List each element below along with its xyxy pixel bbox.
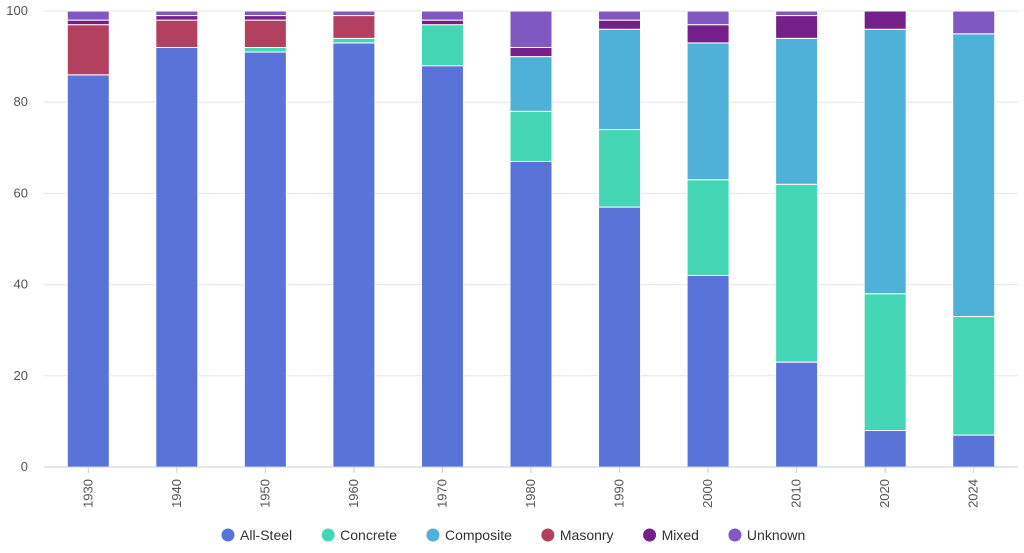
legend-item-masonry[interactable]: Masonry <box>541 527 614 543</box>
bar-segment-unknown <box>66 10 110 21</box>
legend-marker <box>321 528 335 542</box>
bar-segment-mixed <box>155 15 199 21</box>
legend-marker <box>643 528 657 542</box>
bar-segment-composite <box>509 56 553 112</box>
bar-segment-all-steel <box>509 160 553 468</box>
bar-segment-mixed <box>863 10 907 30</box>
bar-segment-masonry <box>243 19 287 48</box>
bar-segment-concrete <box>420 24 464 67</box>
y-tick-label: 20 <box>14 368 28 383</box>
bar-segment-all-steel <box>598 206 642 468</box>
x-tick-label: 1930 <box>80 479 95 508</box>
legend-label: Unknown <box>747 527 805 543</box>
legend-item-composite[interactable]: Composite <box>426 527 512 543</box>
legend-item-concrete[interactable]: Concrete <box>321 527 398 543</box>
bar-segment-masonry <box>332 15 376 39</box>
bar-segment-concrete <box>686 179 730 276</box>
legend-item-all-steel[interactable]: All-Steel <box>221 527 293 543</box>
bar-segment-concrete <box>243 46 287 53</box>
legend-marker <box>426 528 440 542</box>
bar-segment-unknown <box>686 10 730 26</box>
bar-segment-unknown <box>952 10 996 35</box>
bar-segment-mixed <box>686 24 730 44</box>
legend-label: Mixed <box>662 527 699 543</box>
x-tick-label: 2010 <box>789 479 804 508</box>
bar-segment-concrete <box>863 293 907 432</box>
bar-segment-composite <box>686 42 730 181</box>
y-axis: 0 20 40 60 80 100 <box>6 3 1018 474</box>
bar-segment-all-steel <box>686 274 730 468</box>
bar-segment-composite <box>775 37 819 185</box>
x-tick-label: 2020 <box>877 479 892 508</box>
legend-marker <box>221 528 235 542</box>
bar-segment-all-steel <box>775 361 819 468</box>
x-axis: 1930 1940 1950 1960 1970 1980 1990 2000 2010 2020… <box>80 467 981 508</box>
x-tick-label: 1940 <box>169 479 184 508</box>
legend-label: Concrete <box>340 527 397 543</box>
bar-segment-unknown <box>509 10 553 48</box>
legend-marker <box>728 528 742 542</box>
bar-segment-concrete <box>775 183 819 363</box>
y-tick-label: 60 <box>14 185 28 200</box>
bar-segment-unknown <box>332 10 376 17</box>
x-tick-label: 1990 <box>612 479 627 508</box>
y-tick-label: 80 <box>14 94 28 109</box>
x-tick-label: 1960 <box>346 479 361 508</box>
bar-segment-unknown <box>155 10 199 17</box>
bar-segment-all-steel <box>243 51 287 468</box>
bar-segment-all-steel <box>155 46 199 468</box>
y-tick-label: 100 <box>6 3 28 18</box>
bars <box>66 10 996 468</box>
bar-segment-unknown <box>243 10 287 17</box>
bar-segment-composite <box>863 28 907 295</box>
legend-marker <box>541 528 555 542</box>
y-tick-label: 0 <box>21 459 28 474</box>
bar-segment-mixed <box>243 15 287 21</box>
x-tick-label: 1970 <box>434 479 449 508</box>
bar-segment-mixed <box>775 15 819 39</box>
bar-segment-all-steel <box>66 74 110 468</box>
x-tick-label: 1980 <box>523 479 538 508</box>
legend-label: All-Steel <box>240 527 292 543</box>
x-tick-label: 1950 <box>257 479 272 508</box>
bar-segment-concrete <box>952 316 996 436</box>
bar-segment-unknown <box>420 10 464 21</box>
bar-segment-masonry <box>66 24 110 76</box>
legend-label: Composite <box>445 527 512 543</box>
bar-segment-composite <box>952 33 996 318</box>
bar-segment-mixed <box>598 19 642 30</box>
bar-segment-composite <box>598 28 642 131</box>
bar-segment-concrete <box>598 129 642 208</box>
bar-segment-concrete <box>332 37 376 44</box>
bar-segment-all-steel <box>332 42 376 468</box>
bar-segment-all-steel <box>863 430 907 468</box>
legend-label: Masonry <box>560 527 614 543</box>
bar-segment-all-steel <box>420 65 464 468</box>
y-tick-label: 40 <box>14 277 28 292</box>
bar-segment-unknown <box>598 10 642 21</box>
x-tick-label: 2000 <box>700 479 715 508</box>
bar-segment-concrete <box>509 110 553 162</box>
bar-segment-mixed <box>509 46 553 58</box>
legend: All-Steel Concrete Composite Masonry Mixed Un… <box>221 527 805 543</box>
legend-item-mixed[interactable]: Mixed <box>643 527 699 543</box>
bar-segment-unknown <box>775 10 819 17</box>
legend-item-unknown[interactable]: Unknown <box>728 527 805 543</box>
bar-segment-mixed <box>66 19 110 26</box>
bar-segment-masonry <box>155 19 199 48</box>
bar-segment-all-steel <box>952 434 996 468</box>
bar-segment-mixed <box>420 19 464 26</box>
x-tick-label: 2024 <box>966 479 981 508</box>
